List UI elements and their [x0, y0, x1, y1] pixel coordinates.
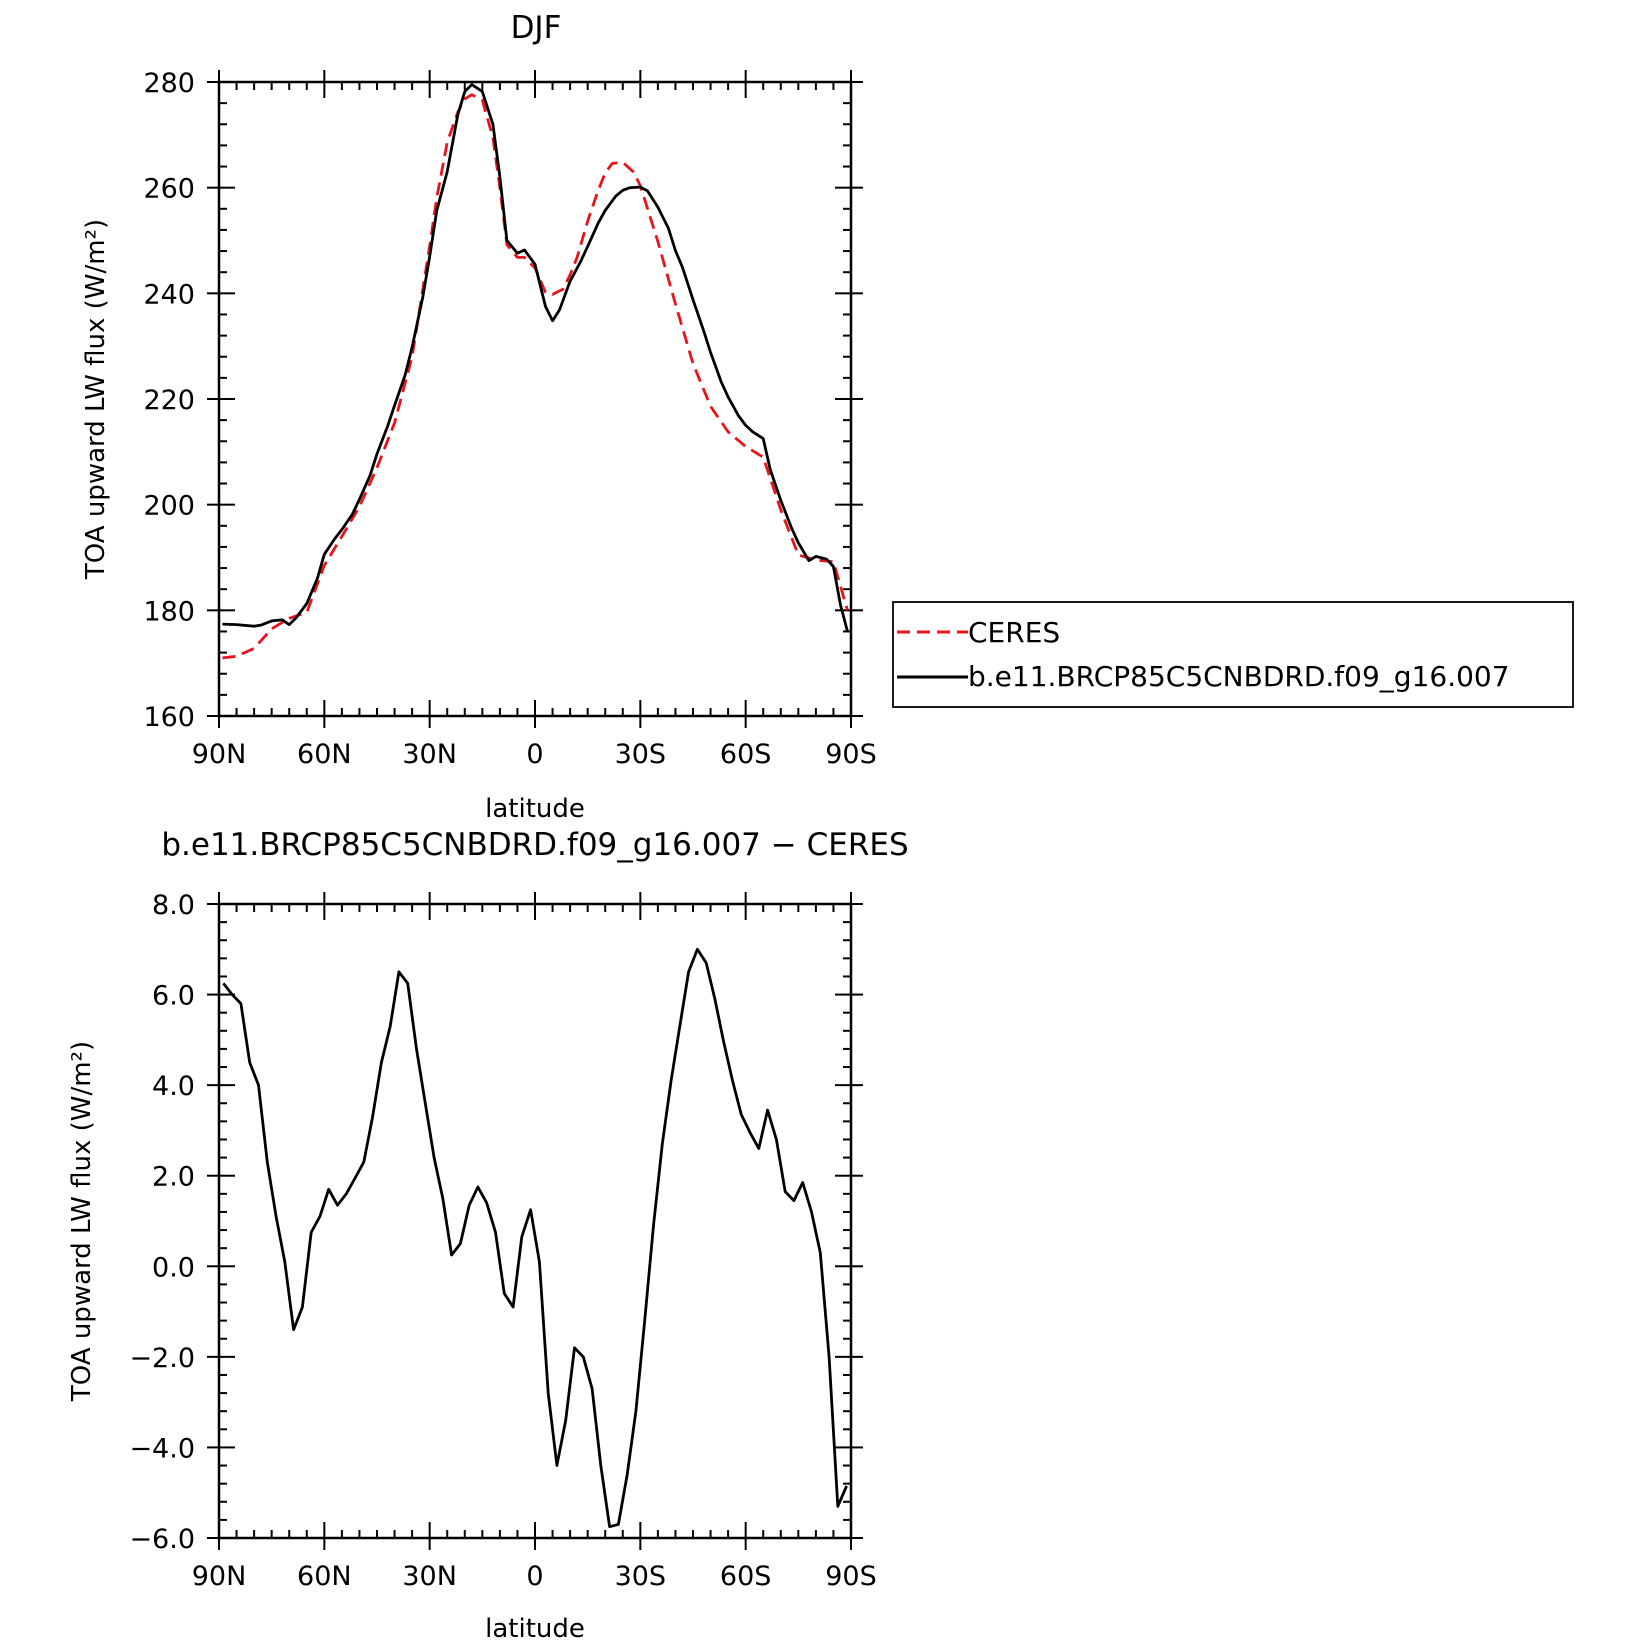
top-axis-ticks [207, 70, 863, 728]
bottom-x-tick-labels: 90N 60N 30N 0 30S 60S 90S [192, 1561, 877, 1592]
top-x-tick-label: 90S [825, 739, 877, 770]
bottom-series-group [222, 947, 848, 1529]
legend: CERES b.e11.BRCP85C5CNBDRD.f09_g16.007 [892, 601, 1574, 708]
bottom-x-tick-label: 90N [192, 1561, 247, 1592]
top-panel: DJF 90N 60N 30N 0 30S 60S 90S 160 180 200 220 240 2… [81, 10, 877, 824]
top-x-tick-label: 60N [297, 739, 352, 770]
top-y-axis-title: TOA upward LW flux (W/m²) [81, 219, 111, 580]
top-y-tick-label: 180 [143, 596, 195, 627]
top-y-tick-label: 160 [143, 702, 195, 733]
top-x-tick-labels: 90N 60N 30N 0 30S 60S 90S [192, 739, 877, 770]
bottom-x-tick-label: 30S [615, 1561, 667, 1592]
bottom-y-tick-label: 8.0 [152, 890, 195, 921]
bottom-y-axis-title: TOA upward LW flux (W/m²) [67, 1041, 97, 1402]
bottom-y-tick-label: 6.0 [152, 981, 195, 1012]
top-x-axis-title: latitude [485, 794, 585, 824]
top-panel-title: DJF [511, 10, 562, 46]
bottom-axis-ticks [207, 892, 863, 1550]
top-series-line-b-e11-brcp85c5cnbdrd-f09-g16-007 [222, 83, 849, 632]
bottom-y-tick-labels: −6.0 −4.0 −2.0 0.0 2.0 4.0 6.0 8.0 [129, 890, 195, 1555]
bottom-y-tick-label: 4.0 [152, 1071, 195, 1102]
top-y-tick-label: 260 [143, 174, 195, 205]
bottom-y-tick-label: 0.0 [152, 1252, 195, 1283]
top-x-tick-label: 90N [192, 739, 247, 770]
bottom-x-axis-title: latitude [485, 1614, 585, 1641]
legend-box [892, 601, 1574, 708]
top-series-group [222, 83, 849, 660]
top-x-tick-label: 30S [615, 739, 667, 770]
bottom-y-tick-label: 2.0 [152, 1162, 195, 1193]
legend-label-model: b.e11.BRCP85C5CNBDRD.f09_g16.007 [968, 660, 1510, 693]
bottom-x-tick-label: 90S [825, 1561, 877, 1592]
bottom-x-tick-label: 30N [402, 1561, 457, 1592]
top-y-tick-label: 220 [143, 385, 195, 416]
bottom-x-tick-label: 60S [720, 1561, 772, 1592]
top-x-tick-label: 60S [720, 739, 772, 770]
bottom-panel: b.e11.BRCP85C5CNBDRD.f09_g16.007 − CERES… [67, 827, 909, 1644]
top-y-tick-label: 200 [143, 491, 195, 522]
bottom-y-tick-label: −2.0 [129, 1343, 195, 1374]
bottom-panel-title: b.e11.BRCP85C5CNBDRD.f09_g16.007 − CERES [161, 827, 908, 863]
top-plot-frame [217, 80, 853, 718]
bottom-x-tick-label: 60N [297, 1561, 352, 1592]
bottom-series-line-0 [222, 947, 848, 1529]
bottom-x-tick-label: 0 [526, 1561, 543, 1592]
legend-label-ceres: CERES [968, 616, 1060, 649]
top-x-tick-label: 30N [402, 739, 457, 770]
top-x-tick-label: 0 [526, 739, 543, 770]
top-y-tick-labels: 160 180 200 220 240 260 280 [143, 68, 195, 733]
top-y-tick-label: 240 [143, 279, 195, 310]
top-series-line-ceres [222, 93, 849, 660]
bottom-y-tick-label: −6.0 [129, 1524, 195, 1555]
bottom-plot-frame [217, 902, 853, 1540]
bottom-y-tick-label: −4.0 [129, 1433, 195, 1464]
top-y-tick-label: 280 [143, 68, 195, 99]
